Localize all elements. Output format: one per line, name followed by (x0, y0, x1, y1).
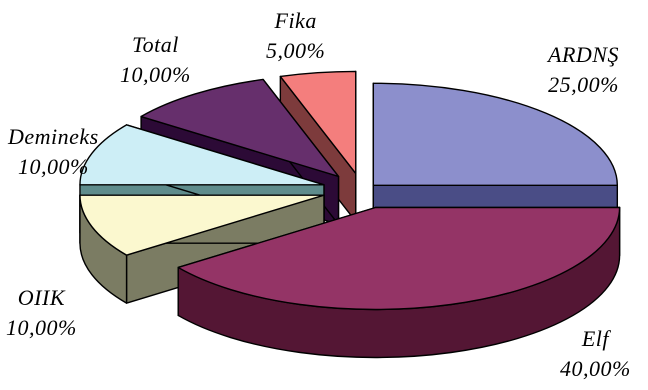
slice-oiik (79, 194, 325, 304)
slice-demineks-top (79, 124, 325, 186)
slice-name-fika: Fika (274, 8, 317, 33)
slice-label-oiik: OIIK 10,00% (6, 283, 77, 343)
slice-name-elf: Elf (581, 326, 609, 351)
slice-value-total: 10,00% (120, 62, 191, 87)
slice-total-top (140, 78, 340, 178)
slice-fika-top (279, 70, 357, 175)
slice-elf (177, 206, 621, 359)
slice-label-total: Total 10,00% (120, 30, 191, 90)
slice-name-total: Total (131, 32, 179, 57)
slice-name-ardns: ARDNŞ (548, 42, 619, 67)
slice-label-elf: Elf 40,00% (560, 324, 631, 384)
slice-value-ardns: 25,00% (548, 72, 619, 97)
slice-label-fika: Fika 5,00% (266, 6, 325, 66)
slice-label-demineks: Demineks 10,00% (8, 122, 99, 182)
slice-value-oiik: 10,00% (6, 315, 77, 340)
slice-name-oiik: OIIK (17, 285, 66, 310)
slice-elf-top (177, 206, 621, 311)
slice-value-fika: 5,00% (266, 38, 326, 63)
slice-value-demineks: 10,00% (17, 154, 89, 179)
slice-oiik-top (79, 194, 325, 256)
slice-name-demineks: Demineks (8, 124, 99, 149)
slice-label-ardns: ARDNŞ 25,00% (548, 40, 619, 100)
slice-ardns-top (372, 82, 619, 186)
slice-value-elf: 40,00% (560, 356, 631, 381)
